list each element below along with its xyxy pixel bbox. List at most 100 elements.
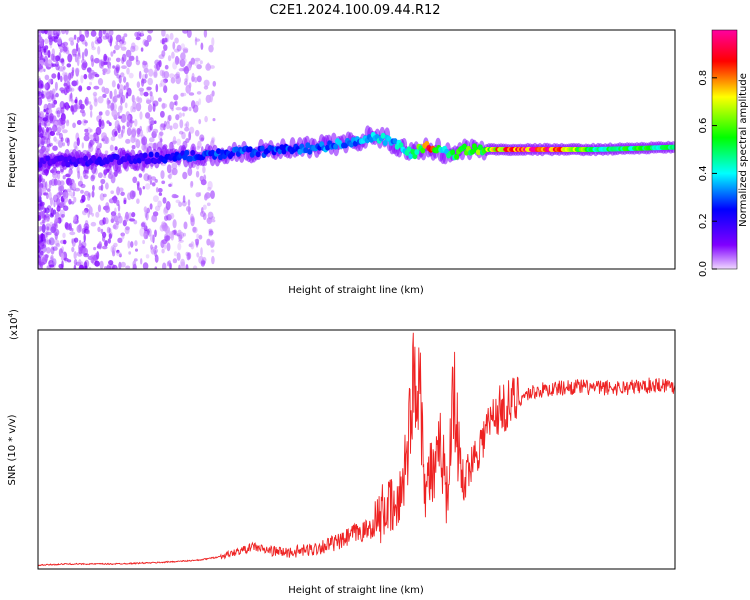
ridge-cell — [59, 155, 65, 161]
noise-speck — [38, 215, 42, 221]
noise-speck — [185, 106, 189, 111]
noise-speck — [38, 258, 43, 262]
noise-speck — [53, 32, 59, 40]
noise-speck — [88, 206, 93, 215]
noise-speck — [146, 86, 152, 91]
noise-speck — [112, 95, 118, 103]
noise-speck — [185, 251, 190, 257]
noise-speck — [164, 64, 169, 70]
noise-speck — [155, 187, 159, 193]
noise-speck — [45, 236, 49, 245]
noise-speck — [108, 30, 114, 36]
noise-speck — [145, 98, 150, 103]
ridge-cell — [148, 151, 154, 158]
noise-speck — [175, 114, 180, 121]
snr-series-line — [38, 332, 675, 567]
noise-speck — [158, 97, 162, 102]
noise-speck — [73, 141, 78, 150]
noise-speck — [194, 238, 200, 243]
noise-speck — [76, 224, 82, 233]
noise-speck — [76, 42, 79, 52]
noise-speck — [194, 129, 200, 137]
noise-speck — [161, 221, 166, 226]
noise-speck — [169, 32, 174, 41]
noise-speck — [164, 235, 171, 242]
noise-speck — [97, 172, 103, 179]
noise-speck — [140, 30, 144, 36]
spectrogram-x-label: Height of straight line (km) — [288, 285, 424, 296]
ridge-cell — [305, 142, 311, 149]
ridge-cell — [152, 158, 158, 165]
noise-speck — [40, 137, 45, 144]
noise-speck — [79, 34, 85, 42]
noise-speck — [71, 228, 74, 232]
noise-speck — [112, 195, 118, 204]
noise-speck — [81, 241, 87, 249]
noise-speck — [49, 90, 52, 95]
noise-speck — [116, 186, 121, 196]
ridge-cell — [475, 149, 481, 156]
noise-speck — [45, 192, 49, 200]
noise-speck — [123, 197, 127, 203]
noise-speck — [169, 125, 173, 131]
noise-speck — [154, 266, 158, 269]
noise-speck — [66, 137, 70, 147]
noise-speck — [51, 63, 57, 67]
noise-speck — [108, 65, 112, 70]
noise-speck — [38, 84, 42, 94]
snr-scale-label: (x104) — [7, 309, 20, 340]
noise-speck — [58, 139, 63, 148]
noise-speck — [148, 68, 154, 77]
noise-speck — [164, 215, 169, 221]
noise-speck — [55, 63, 60, 71]
noise-speck — [208, 233, 213, 237]
noise-speck — [158, 54, 165, 60]
noise-speck — [163, 44, 168, 51]
noise-speck — [198, 234, 203, 240]
noise-speck — [202, 212, 207, 221]
noise-speck — [94, 74, 100, 78]
noise-speck — [44, 63, 50, 67]
noise-speck — [38, 116, 43, 123]
noise-speck — [66, 188, 72, 193]
snr-y-label: SNR (10 * v/v) — [7, 414, 18, 485]
ridge-cell — [325, 144, 331, 151]
noise-speck — [168, 142, 173, 149]
noise-speck — [140, 258, 143, 265]
noise-speck — [38, 59, 44, 65]
noise-speck — [110, 190, 114, 194]
noise-speck — [147, 30, 154, 34]
noise-speck — [38, 111, 41, 117]
noise-speck — [163, 37, 168, 43]
ridge-cell — [38, 161, 43, 168]
noise-speck — [103, 169, 108, 175]
chart-title: C2E1.2024.100.09.44.R12 — [269, 3, 440, 18]
noise-speck — [117, 112, 120, 116]
noise-speck — [46, 81, 51, 90]
noise-speck — [143, 91, 149, 97]
noise-speck — [161, 248, 165, 254]
ridge-cell — [469, 148, 475, 155]
noise-speck — [184, 78, 188, 82]
noise-speck — [77, 170, 81, 180]
noise-speck — [113, 49, 116, 54]
noise-speck — [47, 103, 53, 110]
noise-speck — [88, 266, 92, 269]
noise-speck — [59, 58, 65, 63]
noise-speck — [160, 170, 165, 180]
noise-speck — [74, 67, 80, 75]
noise-speck — [141, 222, 146, 228]
noise-speck — [172, 219, 177, 229]
noise-speck — [45, 126, 49, 133]
noise-speck — [104, 240, 108, 247]
noise-speck — [108, 57, 111, 61]
noise-speck — [45, 218, 50, 223]
noise-speck — [71, 80, 78, 87]
colorbar-gradient — [711, 29, 738, 270]
noise-speck — [121, 53, 127, 62]
noise-speck — [138, 187, 142, 196]
noise-speck — [68, 72, 72, 81]
noise-speck — [39, 221, 44, 225]
noise-speck — [100, 228, 104, 234]
